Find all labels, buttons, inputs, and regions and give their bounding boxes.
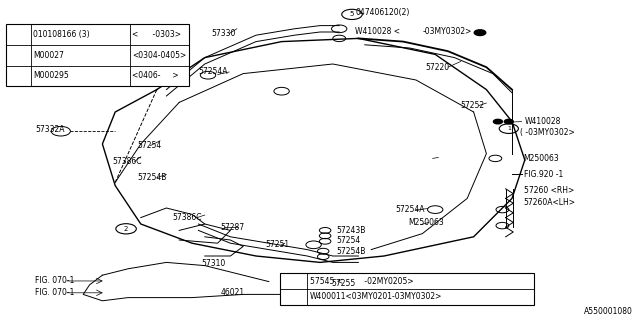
Text: B: B [17,32,20,37]
Text: 57287: 57287 [221,223,245,232]
Text: 57254: 57254 [336,236,360,245]
Text: 57254B: 57254B [336,247,365,256]
Text: 57255: 57255 [332,279,356,288]
Text: 57243B: 57243B [336,226,365,235]
Text: M00027: M00027 [33,51,64,60]
Text: 46021: 46021 [221,288,245,297]
Circle shape [504,119,513,124]
Text: A550001080: A550001080 [584,307,632,316]
Text: M000295: M000295 [33,71,69,81]
Circle shape [493,119,502,124]
Text: 047406120(2): 047406120(2) [355,8,410,17]
Text: 57254A: 57254A [198,68,228,76]
Text: ( -03MY0302>: ( -03MY0302> [520,128,575,137]
Text: 57254A: 57254A [396,205,425,214]
Text: 5: 5 [350,12,354,17]
Text: 57545 <         -02MY0205>: 57545 < -02MY0205> [310,276,413,286]
Text: FIG.920 -1: FIG.920 -1 [524,170,563,179]
Text: -03MY0302>: -03MY0302> [422,28,472,36]
Text: FIG. 070-1: FIG. 070-1 [35,288,75,297]
Text: 57251: 57251 [266,240,290,249]
Text: 57220: 57220 [426,63,450,72]
Text: 57252: 57252 [461,101,485,110]
Text: <      -0303>: < -0303> [132,30,182,39]
Text: 2: 2 [124,226,128,232]
Text: 1: 1 [507,126,511,131]
Text: 57254: 57254 [138,141,162,150]
Text: 57260 <RH>: 57260 <RH> [524,186,574,195]
FancyBboxPatch shape [280,273,534,305]
Text: 57386C: 57386C [173,213,202,222]
Text: 57386C: 57386C [112,157,141,166]
FancyBboxPatch shape [6,24,189,86]
Text: M250063: M250063 [524,154,559,163]
Text: 1: 1 [291,279,296,284]
Text: 57330: 57330 [211,29,236,38]
Text: W400011<03MY0201-03MY0302>: W400011<03MY0201-03MY0302> [310,292,442,301]
Text: M250063: M250063 [408,218,444,227]
Text: 010108166 (3): 010108166 (3) [33,30,90,39]
Text: 57310: 57310 [202,260,226,268]
Text: W410028 <: W410028 < [355,28,400,36]
Text: <0304-0405>: <0304-0405> [132,51,187,60]
Text: 57260A<LH>: 57260A<LH> [524,198,575,207]
Text: 57254B: 57254B [138,173,167,182]
Text: 57332A: 57332A [35,125,65,134]
Text: FIG. 070-1: FIG. 070-1 [35,276,75,285]
Text: 2: 2 [17,53,20,58]
Circle shape [474,30,486,36]
Text: <0406-     >: <0406- > [132,71,179,81]
Text: W410028: W410028 [525,117,561,126]
